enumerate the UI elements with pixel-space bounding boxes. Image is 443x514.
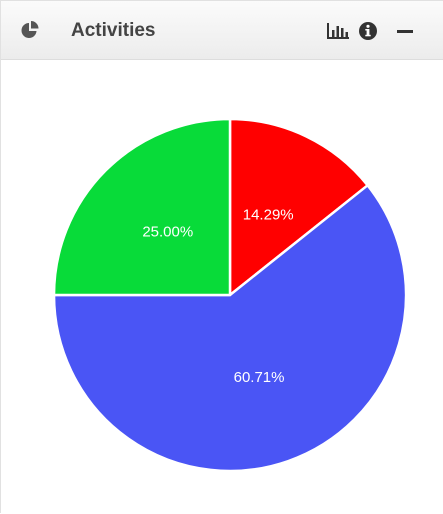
panel-title: Activities [71,20,156,41]
pie-chart-svg: 14.29% 60.71% 25.00% [52,117,408,473]
slice-label-2: 60.71% [234,369,285,386]
slice-label-1: 14.29% [243,207,294,224]
pie-slice-1[interactable] [228,117,369,297]
pie-chart-icon [21,21,39,38]
pie-slice-2[interactable] [52,184,408,473]
pie-slice-3[interactable] [52,117,232,297]
info-icon[interactable] [358,21,378,41]
minimize-icon[interactable] [396,21,414,41]
pie-chart: 14.29% 60.71% 25.00% [1,61,443,514]
slice-label-3: 25.00% [142,224,193,241]
bar-chart-icon[interactable] [326,21,350,41]
panel-header: Activities [1,1,443,60]
